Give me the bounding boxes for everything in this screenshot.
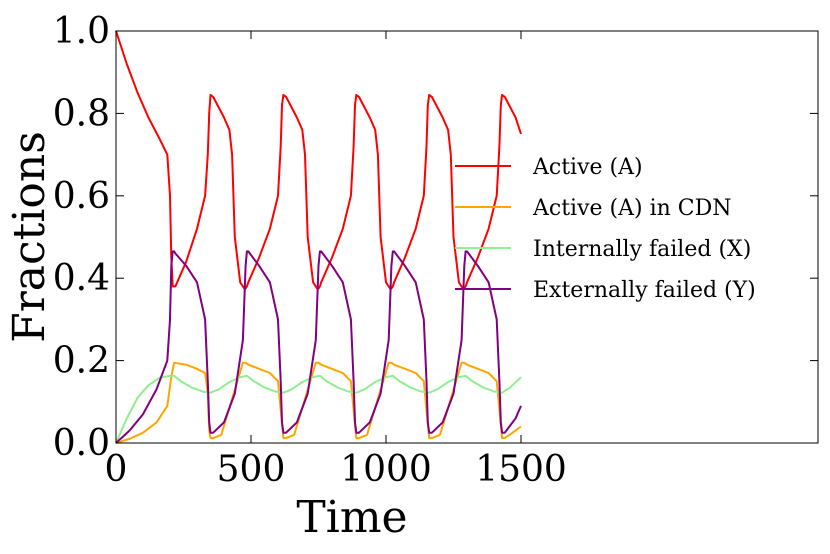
series-layer bbox=[115, 30, 522, 444]
legend: Active (A) Active (A) in CDN Internally fa… bbox=[455, 155, 756, 303]
x-tick-label: 500 bbox=[217, 449, 286, 490]
x-tick-label: 0 bbox=[105, 449, 128, 490]
y-tick-label: 1.0 bbox=[53, 11, 110, 52]
legend-label-1: Active (A) bbox=[532, 155, 643, 180]
x-tick-label: 1000 bbox=[340, 449, 432, 490]
axis-ticks: 0 500 1000 1500 0.0 0.2 0.4 0.6 0.8 1.0 bbox=[53, 11, 818, 490]
legend-label-4: Externally failed (Y) bbox=[533, 278, 756, 303]
y-tick-label: 0.0 bbox=[53, 423, 110, 464]
legend-label-2: Active (A) in CDN bbox=[532, 196, 732, 221]
legend-label-3: Internally failed (X) bbox=[533, 237, 751, 262]
series-line-1 bbox=[115, 30, 522, 290]
y-tick-label: 0.2 bbox=[53, 341, 110, 382]
plot-area-frame bbox=[115, 30, 819, 444]
x-axis-title: Time bbox=[296, 492, 407, 543]
y-tick-label: 0.4 bbox=[53, 258, 110, 299]
y-tick-label: 0.6 bbox=[53, 176, 110, 217]
series-line-3 bbox=[115, 374, 522, 444]
y-axis-title: Fractions bbox=[4, 131, 55, 343]
series-line-2 bbox=[115, 361, 522, 444]
y-tick-label: 0.8 bbox=[53, 93, 110, 134]
series-line-4 bbox=[115, 250, 522, 444]
x-tick-label: 1500 bbox=[475, 449, 567, 490]
